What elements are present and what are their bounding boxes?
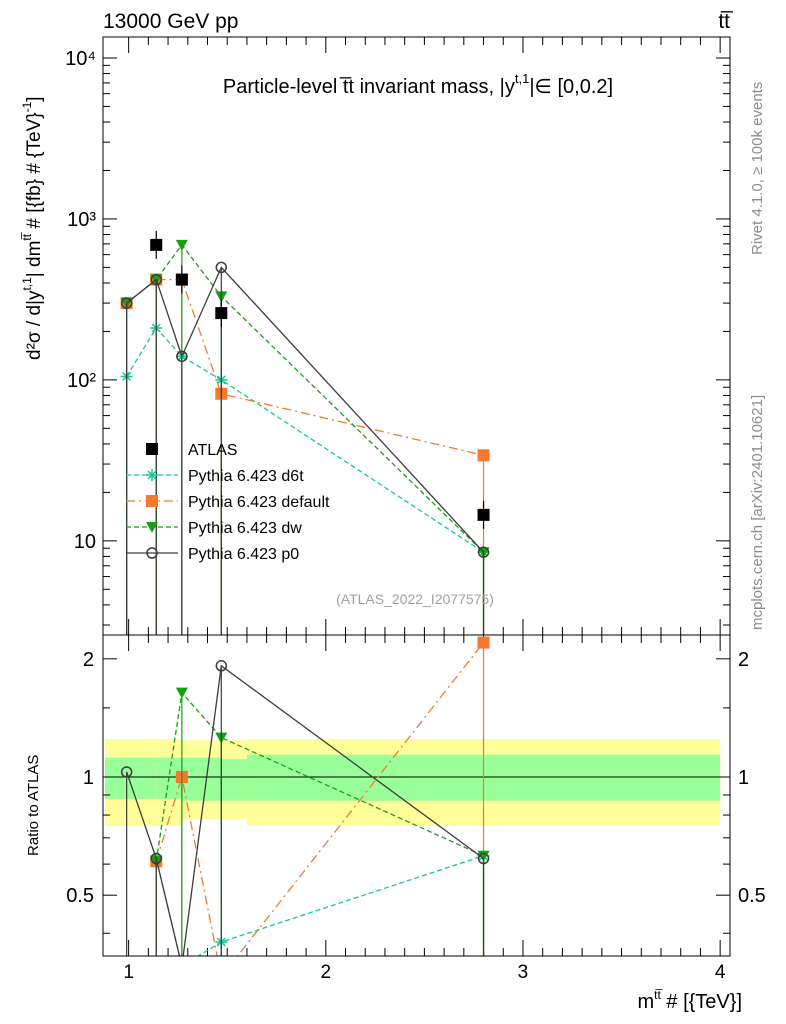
y-tick-label-3: 10⁴	[65, 48, 96, 70]
y-axis-label-sup: t,1	[20, 277, 34, 291]
x-axis-label-tail: # [{TeV}]	[661, 991, 742, 1013]
y-tick-label-1: 10²	[67, 370, 96, 392]
inner-band-3	[221, 759, 247, 801]
legend-marker-pythia-6-423-d6t	[146, 469, 158, 481]
point-pythia-6-423-dw-2	[175, 239, 188, 251]
ratio-point-pythia-6-423-default-4	[477, 636, 490, 649]
atlas-point-0	[150, 238, 163, 251]
chart-title-text: Particle-level t̅t invariant mass, |y	[223, 76, 515, 98]
ratio-plot-frame	[102, 634, 731, 957]
ratio-uncertainty-bands	[103, 738, 730, 827]
ratio-tick-label-right-2: 2	[738, 649, 749, 671]
analysis-watermark: (ATLAS_2022_I2077575)	[336, 591, 494, 607]
ratio-tick-label-1: 1	[83, 767, 94, 789]
ratio-point-pythia-6-423-p0-3	[215, 660, 228, 672]
line-pythia-6-423-default	[126, 278, 484, 456]
atlas-point-2	[215, 307, 228, 320]
atlas-point-3	[477, 508, 490, 521]
y-axis-label-end: ]	[24, 96, 45, 101]
ratio-y-axis-label: Ratio to ATLAS	[25, 755, 42, 856]
inner-band-2	[181, 757, 222, 801]
ratio-line-pythia-6-423-dw	[155, 691, 484, 862]
x-tick-label-0: 1	[123, 962, 134, 983]
y-tick-label-0: 10	[74, 531, 96, 553]
x-tick-label-1: 2	[321, 962, 332, 983]
legend-label-pythia-6-423-default: Pythia 6.423 default	[188, 494, 330, 511]
energy-label: 13000 GeV pp	[103, 10, 238, 33]
ratio-tick-label-2: 2	[83, 649, 94, 671]
ratio-tick-label-0: 0.5	[66, 885, 94, 907]
x-tick-label-3: 4	[715, 962, 726, 983]
x-axis-label-sup: tt̅	[654, 988, 663, 1002]
point-pythia-6-423-p0-2	[176, 350, 188, 363]
ratio-point-pythia-6-423-p0-0	[120, 766, 133, 778]
ratio-tick-label-right-0: 0.5	[738, 885, 766, 907]
process-label: tt̅	[718, 10, 734, 33]
y-axis-label-mid: | dm	[24, 241, 45, 278]
legend-marker-pythia-6-423-default	[146, 495, 158, 507]
x-axis-label: mtt̅ # [{TeV}]	[637, 988, 742, 1013]
point-pythia-6-423-p0-4	[477, 546, 490, 558]
ratio-point-pythia-6-423-p0-2	[177, 961, 187, 971]
ratio-line-pythia-6-423-default	[155, 642, 485, 956]
ratio-axes-ticks: 1 2 3 4 0.5 0.5 1 1 2 2	[66, 635, 766, 983]
chart-title-sup: t,1	[515, 71, 529, 86]
rivet-version-label: Rivet 4.1.0, ≥ 100k events	[749, 82, 766, 255]
main-axes-ticks: 10 10² 10³ 10⁴	[65, 37, 730, 635]
legend-marker-pythia-6-423-dw	[146, 522, 158, 533]
ratio-point-pythia-6-423-dw-4	[477, 850, 490, 862]
y-axis-label: d²σ / d|yt,1| dmtt̅ # [{fb} # {TeV}-1]	[20, 96, 45, 360]
legend: ATLAS Pythia 6.423 d6t Pythia 6.423 defaul…	[126, 442, 330, 563]
y-axis-label-sup2: tt̅	[20, 232, 34, 241]
legend-label-atlas: ATLAS	[188, 442, 238, 459]
ratio-line-pythia-6-423-d6t	[155, 855, 484, 956]
point-pythia-6-423-default-4	[477, 449, 490, 462]
ratio-line-pythia-6-423-p0	[126, 664, 484, 956]
legend-marker-pythia-6-423-p0	[146, 547, 158, 559]
chart-title-tail: |∈ [0,0.2]	[529, 76, 613, 98]
legend-label-pythia-6-423-p0: Pythia 6.423 p0	[188, 546, 299, 563]
main-series-group	[120, 230, 490, 635]
y-tick-label-2: 10³	[67, 209, 96, 231]
ratio-series-group	[120, 636, 490, 983]
inner-band-0	[104, 757, 157, 799]
ratio-point-pythia-6-423-p0-1	[150, 852, 162, 865]
y-axis-label-tail: # [{fb} # {TeV}	[24, 112, 45, 234]
legend-label-pythia-6-423-dw: Pythia 6.423 dw	[188, 520, 302, 537]
x-tick-label-2: 3	[518, 962, 529, 983]
ratio-tick-label-right-1: 1	[738, 767, 749, 789]
mcplots-label: mcplots.cern.ch [arXiv:2401.10621]	[749, 395, 766, 630]
ratio-point-pythia-6-423-p0-4	[477, 852, 490, 865]
atlas-point-1	[175, 273, 188, 286]
y-axis-label-sup3: -1	[20, 101, 34, 112]
x-axis-label-m: m	[637, 991, 654, 1013]
legend-marker-atlas	[146, 443, 158, 455]
legend-label-pythia-6-423-d6t: Pythia 6.423 d6t	[188, 468, 304, 485]
point-pythia-6-423-p0-1	[150, 273, 162, 286]
ratio-point-pythia-6-423-default-3	[215, 971, 227, 983]
chart-title: Particle-level t̅t invariant mass, |yt,1…	[223, 71, 613, 98]
point-pythia-6-423-p0-0	[120, 297, 133, 309]
y-axis-label-a: d²σ / d|y	[24, 290, 45, 360]
ratio-point-pythia-6-423-d6t-2	[176, 960, 188, 972]
point-pythia-6-423-p0-3	[215, 261, 228, 274]
ratio-point-pythia-6-423-dw-2	[175, 687, 188, 699]
